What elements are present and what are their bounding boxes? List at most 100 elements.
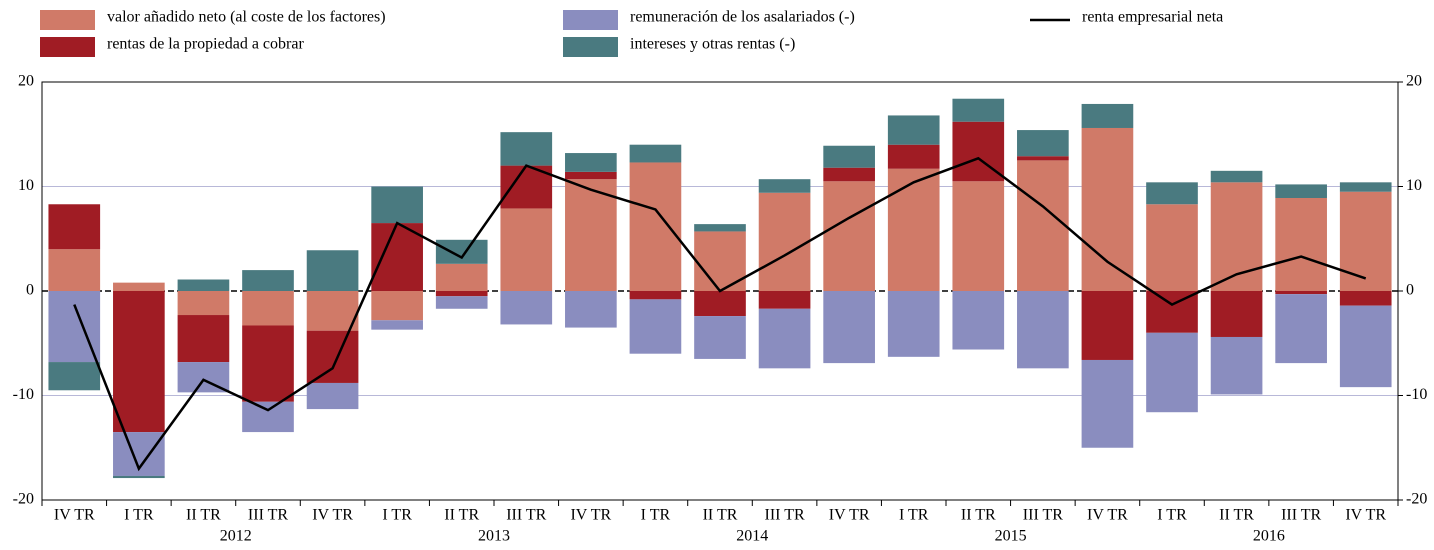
bar-segment: [500, 291, 553, 325]
bar-segment: [1081, 291, 1134, 360]
year-label: 2016: [1253, 528, 1285, 545]
y2-tick-label: -10: [1406, 386, 1427, 403]
bar-segment: [1017, 130, 1069, 157]
bar-segment: [1081, 127, 1134, 291]
bar-segment: [823, 291, 875, 364]
bar-segment: [565, 171, 617, 180]
bar-segment: [242, 291, 294, 326]
bar-segment: [177, 315, 230, 363]
year-label: 2015: [995, 528, 1027, 545]
x-tick-label: IV TR: [570, 507, 611, 524]
bar-segment: [758, 308, 811, 369]
bar-segment: [1275, 184, 1327, 198]
bar-segment: [177, 279, 230, 291]
bar-segment: [500, 208, 553, 291]
year-label: 2012: [220, 528, 252, 545]
bar-segment: [887, 291, 940, 357]
bar-segment: [306, 382, 359, 410]
bar-segment: [306, 291, 359, 331]
bar-segment: [1017, 156, 1069, 161]
x-tick-label: II TR: [961, 507, 996, 524]
bar-segment: [435, 291, 488, 297]
bar-segment: [1146, 204, 1198, 291]
year-label: 2014: [736, 528, 768, 545]
x-tick-label: II TR: [703, 507, 738, 524]
bar-segment: [887, 168, 940, 291]
bar-segment: [823, 167, 875, 182]
y-tick-label: 0: [26, 282, 34, 299]
bar-segment: [242, 325, 294, 402]
y-tick-label: -20: [13, 491, 34, 508]
x-tick-label: IV TR: [829, 507, 870, 524]
legend-swatch: [563, 37, 618, 57]
x-tick-label: I TR: [1157, 507, 1187, 524]
bar-segment: [435, 296, 488, 309]
x-tick-label: I TR: [641, 507, 671, 524]
legend-label: intereses y otras rentas (-): [630, 36, 795, 53]
x-tick-label: III TR: [765, 507, 805, 524]
x-tick-label: III TR: [506, 507, 546, 524]
x-tick-label: I TR: [382, 507, 412, 524]
bar-segment: [629, 291, 682, 300]
x-tick-label: IV TR: [54, 507, 95, 524]
x-tick-label: IV TR: [1087, 507, 1128, 524]
plot-frame: [41, 81, 1399, 501]
bar-segment: [1339, 191, 1392, 291]
bar-segment: [1210, 291, 1263, 337]
bar-segment: [1081, 103, 1134, 128]
bar-segment: [1339, 182, 1392, 192]
x-tick-label: III TR: [248, 507, 288, 524]
bar-segment: [629, 162, 682, 291]
bar-segment: [371, 320, 423, 330]
legend-swatch: [40, 10, 95, 30]
bar-segment: [758, 291, 811, 309]
bar-segment: [565, 291, 617, 328]
legend-swatch: [563, 10, 618, 30]
bar-segment: [1275, 291, 1327, 295]
bar-segment: [823, 145, 875, 168]
legend-swatch: [40, 37, 95, 57]
legend-label: remuneración de los asalariados (-): [630, 9, 855, 26]
line: [73, 156, 1367, 472]
bar-segment: [1146, 332, 1198, 413]
y2-tick-label: -20: [1406, 491, 1427, 508]
bar-segment: [758, 192, 811, 291]
bar-segment: [435, 239, 488, 264]
bar-segment: [565, 153, 617, 172]
y2-tick-label: 20: [1406, 73, 1422, 90]
bar-segment: [694, 224, 746, 232]
bar-segment: [177, 291, 230, 316]
bar-segment: [887, 115, 940, 145]
bar-segment: [48, 362, 101, 391]
bar-segment: [48, 249, 101, 291]
bar-segment: [1210, 182, 1263, 291]
bar-segment: [1146, 182, 1198, 205]
legend-label: valor añadido neto (al coste de los fact…: [107, 9, 386, 26]
bar-segment: [1339, 291, 1392, 306]
bar-segment: [242, 270, 294, 291]
bar-segment: [1017, 160, 1069, 291]
bar-segment: [1210, 336, 1263, 395]
bar-segment: [113, 475, 165, 479]
y-tick-label: 10: [18, 177, 34, 194]
x-tick-label: I TR: [899, 507, 929, 524]
x-tick-label: III TR: [1281, 507, 1321, 524]
bar-segment: [371, 291, 423, 321]
bar-segment: [1339, 305, 1392, 388]
bar-segment: [952, 291, 1005, 350]
bar-segment: [500, 132, 553, 166]
bar-segment: [435, 263, 488, 291]
bar-segment: [758, 179, 811, 193]
x-tick-label: IV TR: [1345, 507, 1386, 524]
y2-tick-label: 10: [1406, 177, 1422, 194]
bar-segment: [952, 98, 1005, 122]
x-tick-label: II TR: [186, 507, 221, 524]
bar-segment: [1275, 294, 1327, 364]
bar-segment: [952, 181, 1005, 291]
bar-segment: [1146, 291, 1198, 333]
y-tick-label: -10: [13, 386, 34, 403]
legend-label: renta empresarial neta: [1082, 9, 1223, 26]
bar-segment: [48, 204, 101, 250]
y-tick-label: 20: [18, 73, 34, 90]
